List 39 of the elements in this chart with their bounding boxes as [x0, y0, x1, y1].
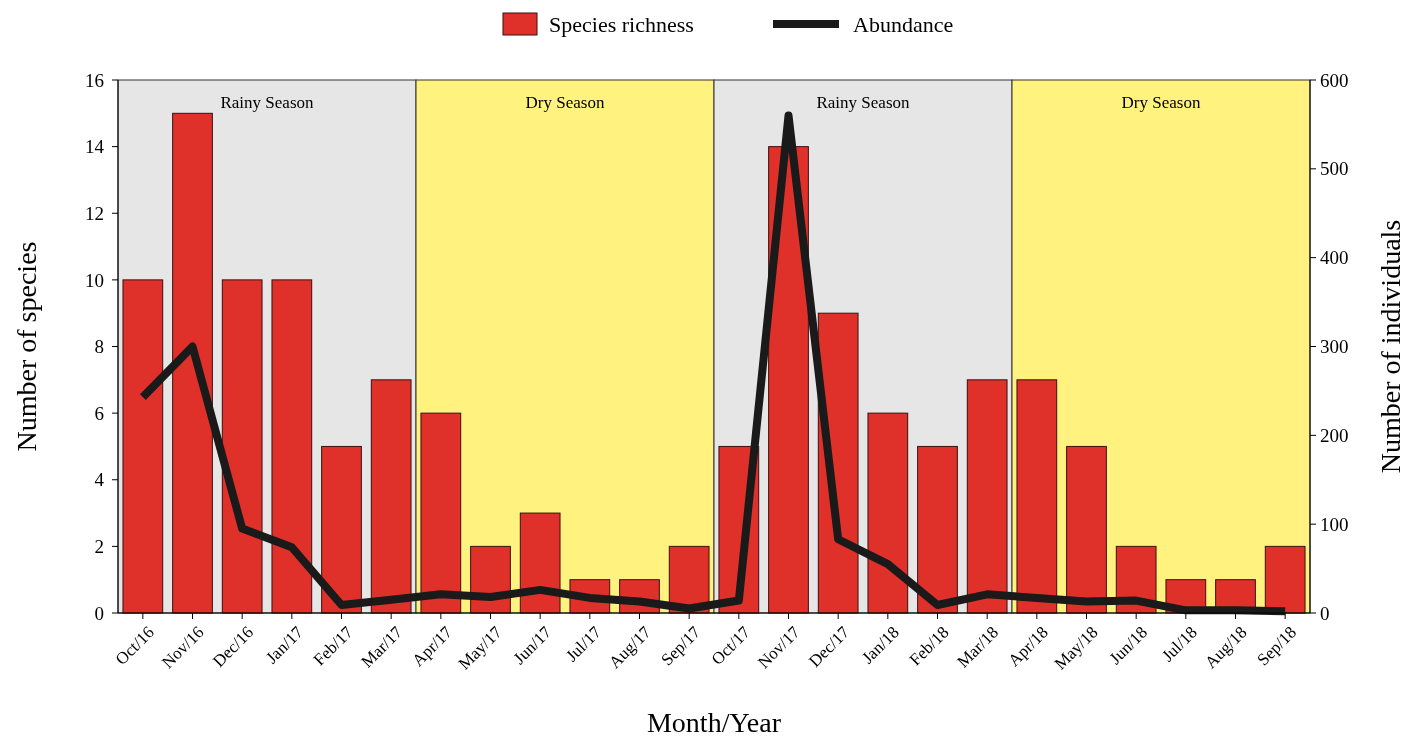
y2-tick-label: 500	[1320, 158, 1349, 180]
y-tick-label: 8	[94, 336, 104, 358]
legend-label: Abundance	[853, 11, 954, 37]
bar	[122, 279, 164, 614]
legend-label: Species richness	[549, 11, 694, 37]
y-tick-label: 4	[94, 469, 105, 491]
bar	[321, 445, 362, 614]
bar	[221, 279, 263, 614]
bar	[519, 512, 561, 614]
y-tick-label: 0	[94, 602, 104, 624]
y-tick-label: 16	[85, 69, 104, 91]
bar	[370, 379, 412, 614]
y2-tick-label: 400	[1320, 247, 1349, 269]
bar	[1264, 545, 1306, 614]
bar	[271, 279, 313, 614]
y2-axis-title: Number of individuals	[1375, 219, 1406, 474]
bar	[1016, 379, 1058, 614]
bar	[917, 445, 958, 614]
band-label: Dry Season	[1121, 93, 1201, 112]
y-tick-label: 12	[85, 202, 104, 224]
y-tick-label: 14	[85, 136, 105, 158]
bar	[1066, 445, 1107, 614]
y2-tick-label: 300	[1320, 336, 1349, 358]
y-tick-label: 10	[85, 269, 104, 291]
x-axis-title: Month/Year	[646, 707, 782, 738]
y-axis-title: Number of species	[11, 241, 42, 452]
y2-tick-label: 0	[1320, 602, 1330, 624]
y2-tick-label: 200	[1320, 424, 1349, 446]
y2-tick-label: 600	[1320, 69, 1349, 91]
bar	[867, 412, 909, 614]
bar	[966, 379, 1008, 614]
bar	[420, 412, 462, 614]
y-tick-label: 6	[94, 402, 104, 424]
bar	[172, 112, 213, 614]
band-label: Rainy Season	[816, 93, 910, 112]
band-label: Rainy Season	[220, 93, 314, 112]
y2-tick-label: 100	[1320, 513, 1349, 535]
band-label: Dry Season	[525, 93, 605, 112]
y-tick-label: 2	[94, 536, 104, 558]
